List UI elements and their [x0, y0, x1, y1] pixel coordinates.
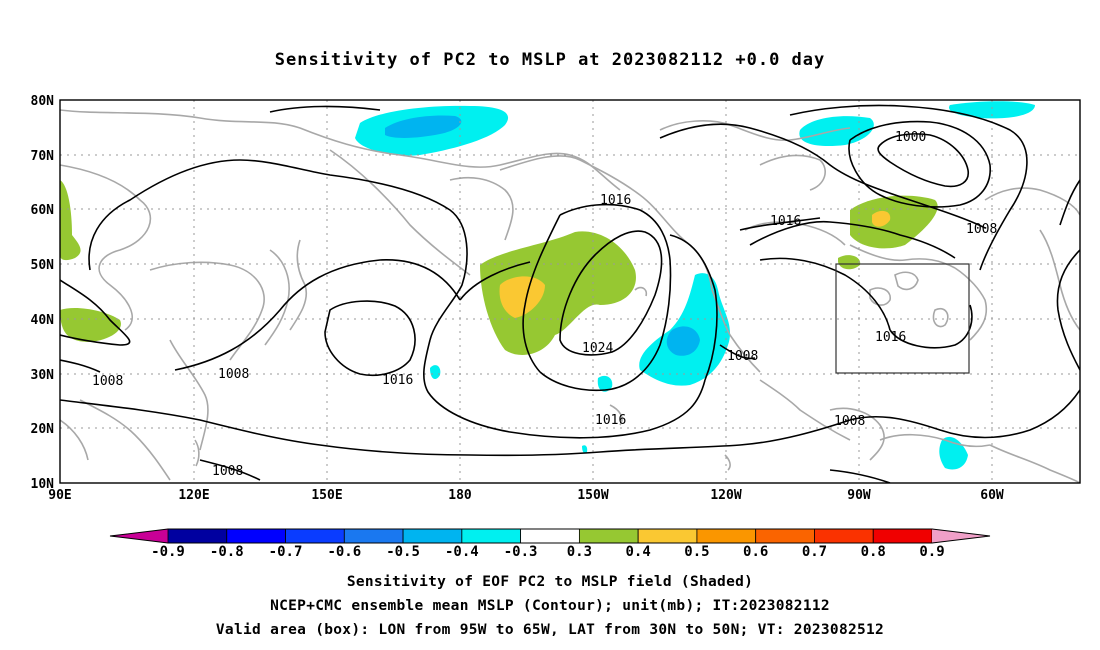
- lon-label: 180: [448, 488, 472, 503]
- colorbar-label: 0.3: [567, 544, 592, 560]
- colorbar-cell: [461, 528, 522, 544]
- colorbar-cell: [637, 528, 698, 544]
- contour-label: 1016: [382, 373, 413, 388]
- contour-label: 1016: [875, 330, 906, 345]
- colorbar-cell: [402, 528, 463, 544]
- shade-gulf-positive: [838, 255, 861, 270]
- lon-label: 90E: [48, 488, 71, 503]
- lat-label: 40N: [31, 313, 55, 328]
- lat-label: 20N: [31, 422, 55, 437]
- shade-small-negative-2: [597, 375, 613, 392]
- lon-label: 90W: [847, 488, 871, 503]
- lon-label: 60W: [980, 488, 1004, 503]
- contour-label: 1008: [834, 414, 865, 429]
- lat-label: 50N: [31, 258, 55, 273]
- colorbar-label: 0.9: [919, 544, 944, 560]
- shade-small-negative-1: [430, 365, 441, 380]
- colorbar-cell: [814, 528, 874, 544]
- colorbar-high-tip: [932, 529, 990, 543]
- colorbar-cell: [520, 528, 580, 544]
- map-area: [60, 100, 1080, 483]
- map-frame: [59, 99, 1081, 484]
- colorbar-label: 0.7: [802, 544, 827, 560]
- lat-label: 10N: [31, 477, 55, 492]
- caption-contour: NCEP+CMC ensemble mean MSLP (Contour); u…: [270, 598, 830, 614]
- colorbar-label: 0.5: [684, 544, 709, 560]
- contour-label: 1000: [895, 130, 926, 145]
- longitude-axis: 90E 120E 150E 180 150W 120W 90W 60W: [48, 488, 1004, 503]
- colorbar-cell: [755, 528, 815, 544]
- colorbar-label: -0.9: [151, 544, 185, 560]
- colorbar-cell: [872, 528, 933, 544]
- colorbar-cell: [696, 528, 757, 544]
- contour-label: 1008: [727, 349, 758, 364]
- lat-label: 30N: [31, 368, 55, 383]
- mslp-contours: [60, 104, 1080, 483]
- colorbar-outline: [109, 528, 991, 544]
- lat-label: 70N: [31, 149, 55, 164]
- lon-label: 120E: [178, 488, 209, 503]
- caption-shading: Sensitivity of EOF PC2 to MSLP field (Sh…: [346, 574, 754, 590]
- contour-label: 1008: [212, 464, 243, 479]
- valid-area-box: [835, 263, 970, 374]
- lat-label: 60N: [31, 203, 55, 218]
- contour-label: 1016: [600, 193, 631, 208]
- colorbar-label: -0.6: [327, 544, 361, 560]
- shade-npac-positive: [480, 231, 636, 355]
- colorbar-label: 0.6: [743, 544, 768, 560]
- contour-label: 1016: [770, 214, 801, 229]
- shade-small-negative-3: [582, 445, 588, 454]
- shade-hudson-positive-core: [872, 210, 891, 227]
- contour-label: 1016: [595, 413, 626, 428]
- colorbar-low-tip: [110, 529, 168, 543]
- caption-valid-area: Valid area (box): LON from 95W to 65W, L…: [215, 622, 885, 638]
- colorbar-label: -0.7: [269, 544, 303, 560]
- contour-label: 1008: [966, 222, 997, 237]
- lon-label: 120W: [710, 488, 741, 503]
- shade-west-edge-positive: [60, 180, 81, 261]
- colorbar-cell: [167, 528, 228, 544]
- shade-westcoast-negative-core: [666, 326, 700, 356]
- colorbar-label: -0.4: [445, 544, 479, 560]
- contour-label: 1024: [582, 341, 613, 356]
- colorbar-cell: [578, 528, 639, 544]
- colorbar-cell: [343, 528, 404, 544]
- shade-npac-positive-core: [499, 276, 545, 318]
- map-title: Sensitivity of PC2 to MSLP at 2023082112…: [274, 50, 826, 70]
- colorbar-label: 0.8: [861, 544, 886, 560]
- shade-indo-positive: [60, 308, 121, 342]
- colorbar-cell: [226, 528, 286, 544]
- shade-greenland-negative: [799, 116, 874, 147]
- shaded-sensitivity: [60, 101, 1035, 470]
- coastlines: [60, 109, 1080, 483]
- colorbar: -0.9 -0.8 -0.7 -0.6 -0.5 -0.4 -0.3 0.3 0.4 0.5 0.6…: [109, 528, 991, 560]
- shade-arctic-east-negative: [949, 101, 1035, 119]
- contour-label: 1008: [92, 374, 123, 389]
- latitude-axis: 80N 70N 60N 50N 40N 30N 20N 10N: [31, 94, 55, 492]
- colorbar-label: -0.3: [504, 544, 538, 560]
- shade-arctic-negative-core: [385, 115, 462, 138]
- lon-label: 150W: [577, 488, 608, 503]
- colorbar-cell: [285, 528, 345, 544]
- colorbar-label: -0.8: [210, 544, 244, 560]
- colorbar-label: -0.5: [386, 544, 420, 560]
- contour-label-group: 1016 1000 1016 1008 1024 1016 1016 1008 …: [92, 130, 997, 479]
- colorbar-label: 0.4: [626, 544, 651, 560]
- lat-label: 80N: [31, 94, 55, 109]
- lon-label: 150E: [311, 488, 342, 503]
- contour-label: 1008: [218, 367, 249, 382]
